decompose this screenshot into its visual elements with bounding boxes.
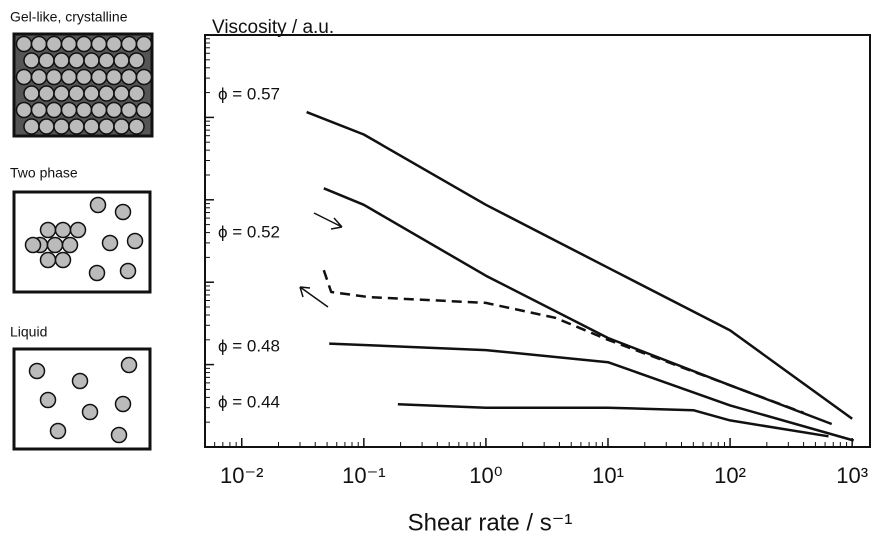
x-tick-label: 10⁻²	[220, 463, 263, 488]
panel-label: Two phase	[10, 165, 78, 181]
series-label: ϕ = 0.57	[218, 84, 280, 103]
series-line	[322, 269, 805, 414]
series-line	[329, 342, 855, 442]
particle	[90, 35, 108, 53]
particle	[83, 118, 100, 135]
particle	[126, 232, 144, 250]
particle	[54, 221, 72, 239]
particle	[69, 221, 87, 239]
particle	[98, 118, 115, 135]
particle	[75, 35, 93, 53]
particle	[68, 118, 85, 135]
particle	[24, 236, 42, 254]
particle	[89, 196, 107, 214]
particle	[60, 101, 78, 119]
particle	[110, 426, 128, 444]
particle	[60, 35, 78, 53]
particle	[105, 101, 123, 119]
particle	[23, 118, 40, 135]
particle	[53, 118, 70, 135]
particle	[45, 68, 63, 86]
particle	[105, 35, 123, 53]
particle	[23, 85, 40, 102]
chart-title: Viscosity / a.u.	[212, 17, 334, 38]
x-tick-label: 10⁻¹	[342, 463, 385, 488]
particle	[61, 236, 79, 254]
particle	[68, 52, 85, 69]
particle	[38, 52, 55, 69]
particle	[128, 52, 145, 69]
x-tick-label: 10¹	[592, 463, 624, 488]
series-line	[323, 187, 833, 426]
particle	[75, 101, 93, 119]
particle	[83, 52, 100, 69]
particle	[30, 68, 48, 86]
particle	[128, 118, 145, 135]
particle	[38, 85, 55, 102]
particle	[53, 85, 70, 102]
schematics: Gel-like, crystalline Two phase Liquid	[10, 9, 154, 451]
particle	[113, 118, 130, 135]
particle	[135, 101, 153, 119]
particle	[98, 85, 115, 102]
panel-label: Gel-like, crystalline	[10, 9, 128, 25]
particle	[39, 391, 57, 409]
particle	[30, 101, 48, 119]
particle	[128, 85, 145, 102]
particle	[120, 68, 138, 86]
particle	[15, 35, 33, 53]
particle	[38, 118, 55, 135]
x-axis-label: Shear rate / s⁻¹	[408, 509, 573, 536]
x-tick-label: 10²	[714, 463, 746, 488]
particle	[54, 251, 72, 269]
arrow	[313, 212, 343, 230]
particle	[23, 52, 40, 69]
particle	[45, 101, 63, 119]
particle	[71, 372, 89, 390]
plot-frame	[204, 34, 871, 448]
particle	[83, 85, 100, 102]
particle	[120, 356, 138, 374]
x-tick-label: 10⁰	[469, 463, 502, 488]
particle	[45, 35, 63, 53]
particle	[135, 68, 153, 86]
particle	[113, 52, 130, 69]
particle	[105, 68, 123, 86]
particle	[75, 68, 93, 86]
particle	[60, 68, 78, 86]
series-label: ϕ = 0.44	[218, 392, 280, 411]
series-label: ϕ = 0.52	[218, 222, 280, 241]
particle	[53, 52, 70, 69]
particle	[135, 35, 153, 53]
particle	[120, 101, 138, 119]
particle	[81, 403, 99, 421]
particle	[39, 251, 57, 269]
particle	[39, 221, 57, 239]
particle	[68, 85, 85, 102]
series-line	[306, 110, 853, 420]
particle	[28, 362, 46, 380]
particle	[114, 203, 132, 221]
particle	[49, 422, 67, 440]
panel-label: Liquid	[10, 324, 47, 340]
particle	[119, 262, 137, 280]
arrows	[299, 212, 343, 308]
particle	[46, 236, 64, 254]
particle	[113, 85, 130, 102]
series-line	[397, 403, 829, 438]
particle	[15, 68, 33, 86]
particle	[90, 68, 108, 86]
x-tick-label: 10³	[836, 463, 868, 488]
particle	[15, 101, 33, 119]
particle	[88, 264, 106, 282]
series-label: ϕ = 0.48	[218, 336, 280, 355]
particle	[114, 395, 132, 413]
particle	[101, 234, 119, 252]
arrow	[299, 286, 329, 308]
particle	[30, 35, 48, 53]
particle	[90, 101, 108, 119]
particle	[120, 35, 138, 53]
particle	[98, 52, 115, 69]
